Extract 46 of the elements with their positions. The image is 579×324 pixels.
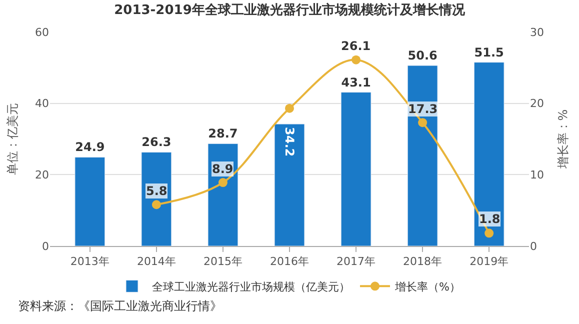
bar (208, 143, 238, 246)
x-tick-label: 2018年 (403, 255, 442, 268)
point (218, 178, 228, 188)
y2-tick-label: 10 (530, 168, 544, 182)
y2-axis-title: 增长率：% (556, 109, 570, 170)
data-label: 5.8 (146, 184, 168, 198)
point (484, 228, 494, 238)
data-label: 50.6 (408, 48, 438, 63)
x-tick-label: 2016年 (270, 255, 309, 268)
data-label: 34.2 (282, 127, 296, 157)
point (152, 200, 161, 210)
data-label: 28.7 (208, 126, 238, 141)
x-tick-label: 2019年 (470, 255, 509, 268)
x-tick-label: 2013年 (70, 255, 110, 268)
data-label: 51.5 (474, 45, 504, 60)
y-tick-label: 60 (35, 26, 49, 39)
point (285, 104, 294, 113)
data-label: 17.3 (408, 102, 438, 116)
y-tick-label: 20 (35, 168, 49, 182)
y2-tick-label: 20 (530, 97, 544, 110)
chart-title: 2013-2019年全球工业激光器行业市场规模统计及增长情况 (114, 2, 466, 18)
legend-label: 全球工业激光器行业市场规模（亿美元） (152, 280, 350, 294)
bar (274, 124, 305, 246)
x-tick-label: 2017年 (336, 255, 376, 268)
point (418, 118, 428, 128)
data-label: 8.9 (212, 162, 234, 176)
data-label: 26.3 (142, 135, 172, 150)
data-label: 24.9 (75, 140, 105, 154)
y-tick-label: 0 (42, 240, 49, 253)
legend-label: 增长率（%） (394, 280, 460, 294)
data-label: 1.8 (479, 212, 500, 226)
x-tick-label: 2014年 (136, 255, 176, 268)
bar (340, 92, 372, 246)
bar (74, 156, 106, 246)
y2-tick-label: 30 (530, 26, 544, 39)
bar (407, 65, 438, 246)
point (352, 55, 361, 64)
bar (141, 152, 172, 246)
data-label: 43.1 (341, 75, 371, 90)
bar (474, 62, 504, 246)
data-label: 26.1 (341, 39, 371, 53)
y-axis-title: 单位：亿美元 (5, 103, 20, 175)
x-tick-label: 2015年 (203, 255, 242, 268)
text: 资料来源：《国际工业激光商业行情》 (18, 299, 222, 313)
y-tick-label: 40 (35, 97, 49, 110)
y2-tick-label: 0 (530, 240, 537, 253)
